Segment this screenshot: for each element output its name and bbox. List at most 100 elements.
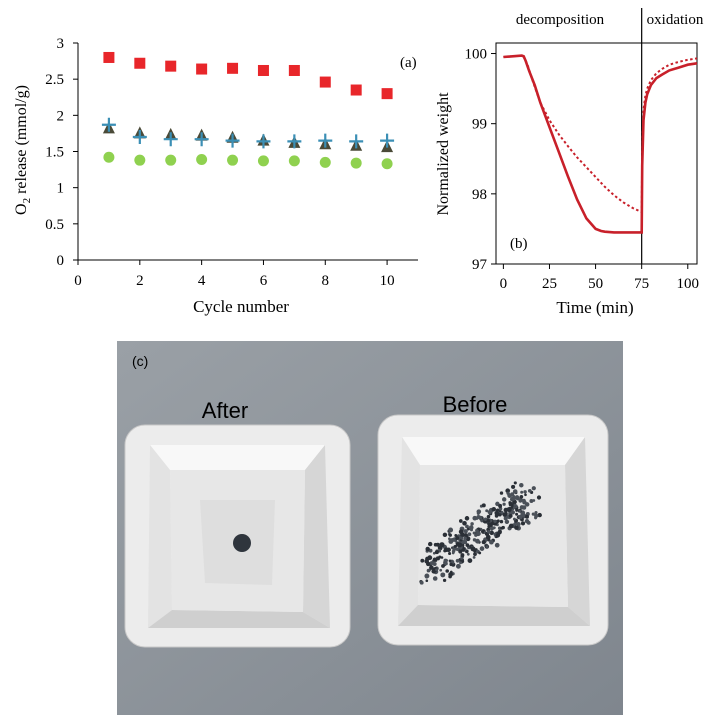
chart-a-point-square bbox=[288, 64, 300, 76]
chart-a-point-square bbox=[134, 57, 146, 69]
granule bbox=[448, 527, 454, 533]
chart-a-xtick-label: 8 bbox=[322, 273, 330, 289]
granule bbox=[514, 525, 519, 530]
granule bbox=[458, 549, 463, 554]
chart-a-point-circle bbox=[381, 158, 393, 170]
granule bbox=[472, 555, 476, 559]
granule bbox=[510, 510, 516, 515]
chart-b-line: 97 98 99 100 0 25 50 75 100 decomposition oxidat… bbox=[435, 8, 704, 317]
granule bbox=[516, 521, 521, 527]
granule bbox=[498, 504, 503, 509]
granule bbox=[460, 536, 464, 540]
granule bbox=[478, 551, 482, 555]
weighing-dish-after bbox=[124, 424, 351, 648]
granule bbox=[475, 538, 480, 544]
granule bbox=[487, 509, 492, 515]
chart-a-point-plus bbox=[194, 132, 209, 147]
granule bbox=[485, 534, 491, 540]
chart-a-xtick-label: 4 bbox=[198, 273, 206, 289]
granule bbox=[477, 527, 481, 531]
granule bbox=[485, 509, 489, 513]
chart-a-ytick-label: 1 bbox=[57, 181, 65, 197]
granule bbox=[473, 552, 477, 556]
granule bbox=[507, 493, 513, 498]
granule bbox=[462, 521, 467, 526]
granule bbox=[438, 549, 441, 552]
chart-b-xtick-label: 25 bbox=[542, 276, 557, 292]
chart-b-frame bbox=[495, 42, 698, 265]
granule bbox=[442, 532, 448, 538]
chart-a-point-square bbox=[319, 76, 331, 88]
chart-a-point-circle bbox=[350, 157, 362, 169]
granule bbox=[526, 520, 531, 525]
granule bbox=[529, 499, 534, 503]
chart-a-ytick-label: 2 bbox=[57, 108, 65, 124]
chart-b-region-decomposition: decomposition bbox=[516, 12, 605, 28]
granule bbox=[463, 533, 468, 537]
granule bbox=[455, 536, 460, 541]
granule bbox=[463, 540, 468, 545]
granule bbox=[474, 533, 478, 537]
granule bbox=[489, 525, 495, 531]
granule bbox=[497, 526, 502, 530]
granule bbox=[442, 578, 447, 583]
chart-a-point-square bbox=[227, 62, 239, 74]
chart-b-region-oxidation: oxidation bbox=[647, 12, 704, 28]
granule bbox=[438, 555, 442, 559]
granule bbox=[520, 490, 524, 494]
granule bbox=[531, 512, 535, 516]
chart-a-xtick-label: 0 bbox=[74, 273, 82, 289]
granule bbox=[443, 561, 448, 566]
granule bbox=[429, 561, 434, 566]
granule bbox=[434, 558, 438, 562]
granule bbox=[508, 514, 513, 518]
granule bbox=[503, 511, 508, 516]
granule bbox=[464, 516, 470, 521]
chart-a-point-square bbox=[257, 64, 269, 76]
granule bbox=[513, 506, 516, 509]
chart-a-ytick-label: 1.5 bbox=[45, 145, 64, 161]
chart-a-xtick-label: 6 bbox=[260, 273, 268, 289]
granule bbox=[463, 536, 467, 540]
chart-b-ytick-label: 99 bbox=[472, 117, 487, 133]
granule bbox=[485, 545, 489, 548]
granule bbox=[520, 513, 524, 517]
granule bbox=[515, 495, 520, 500]
granule bbox=[508, 502, 513, 507]
granule bbox=[537, 512, 542, 518]
chart-a-xtick-label: 2 bbox=[136, 273, 144, 289]
chart-a-point-circle bbox=[288, 155, 300, 167]
granule bbox=[448, 572, 453, 577]
granule bbox=[511, 484, 516, 489]
granule bbox=[496, 519, 500, 523]
granule bbox=[433, 542, 438, 547]
granule bbox=[502, 502, 506, 506]
granule bbox=[524, 502, 530, 507]
granule bbox=[520, 521, 526, 526]
granule bbox=[455, 558, 460, 563]
granule bbox=[491, 506, 497, 512]
granule bbox=[450, 538, 455, 543]
granule bbox=[469, 526, 473, 531]
granule bbox=[481, 503, 486, 508]
granule bbox=[536, 495, 542, 500]
granule bbox=[467, 558, 473, 563]
chart-a-scatter: 0 0.5 1 1.5 2 2.5 3 0 2 4 6 8 10 (a) Cycle number O2… bbox=[13, 36, 418, 316]
chart-a-ytick-label: 3 bbox=[57, 36, 65, 52]
granule bbox=[459, 530, 463, 534]
granule bbox=[513, 503, 517, 507]
chart-a-point-circle bbox=[103, 151, 115, 163]
granule bbox=[486, 529, 491, 534]
granule bbox=[512, 499, 517, 505]
granule bbox=[460, 556, 464, 560]
granule bbox=[432, 562, 437, 566]
granule bbox=[515, 508, 519, 512]
chart-a-point-square bbox=[196, 63, 208, 75]
granule bbox=[445, 569, 449, 573]
granule bbox=[519, 482, 524, 488]
granule bbox=[437, 545, 443, 551]
granule bbox=[466, 552, 470, 556]
granule bbox=[495, 533, 501, 538]
granule bbox=[449, 562, 453, 567]
granule bbox=[441, 564, 445, 568]
